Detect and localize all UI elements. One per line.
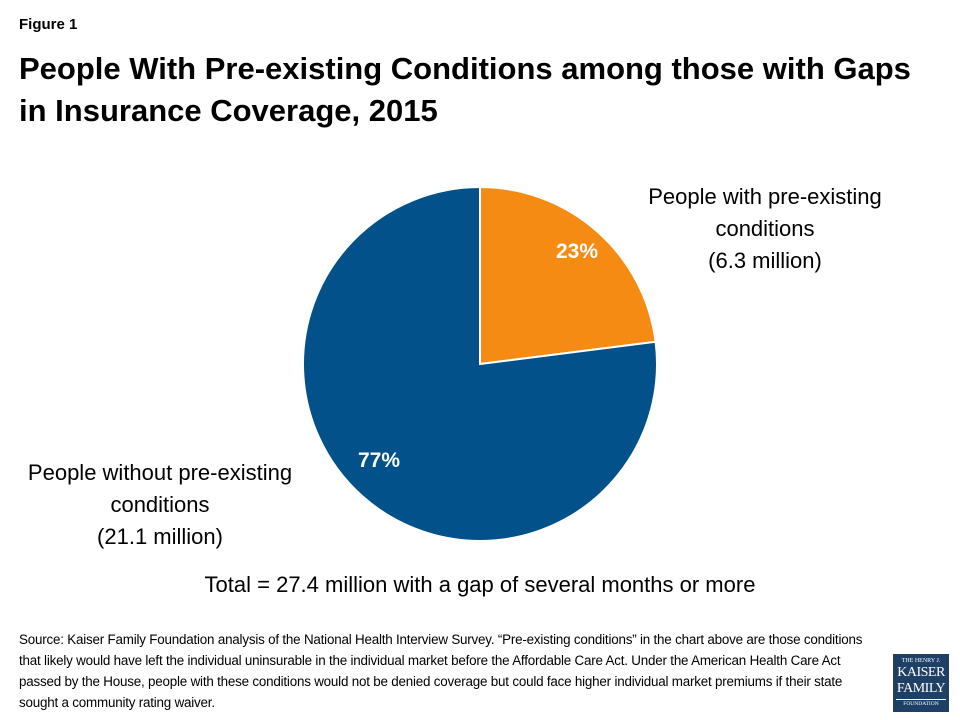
slice-label-pre-existing: People with pre-existing conditions (6.3…: [610, 181, 920, 277]
kff-logo: THE HENRY J. KAISER FAMILY FOUNDATION: [893, 654, 949, 712]
slice-label-line: (21.1 million): [97, 524, 223, 549]
source-note: Source: Kaiser Family Foundation analysi…: [19, 632, 863, 710]
slice-label-line: conditions: [715, 216, 815, 241]
slice-label-line: (6.3 million): [708, 248, 822, 273]
chart-title: People With Pre-existing Conditions amon…: [19, 51, 911, 128]
slice-label-line: People without pre-existing: [27, 460, 293, 485]
figure-label: Figure 1: [19, 16, 78, 33]
pie-slice-1: [302, 185, 658, 542]
total-note: Total = 27.4 million with a gap of sever…: [204, 572, 756, 597]
slice-label-line: conditions: [110, 492, 210, 517]
slice-label-line: People with pre-existing: [648, 184, 882, 209]
slice-label-no-pre-existing: People without pre-existing conditions (…: [0, 457, 320, 553]
pie-slice-0: [479, 185, 657, 366]
data-label-0: 23%: [556, 240, 598, 263]
data-label-1: 77%: [358, 449, 400, 472]
